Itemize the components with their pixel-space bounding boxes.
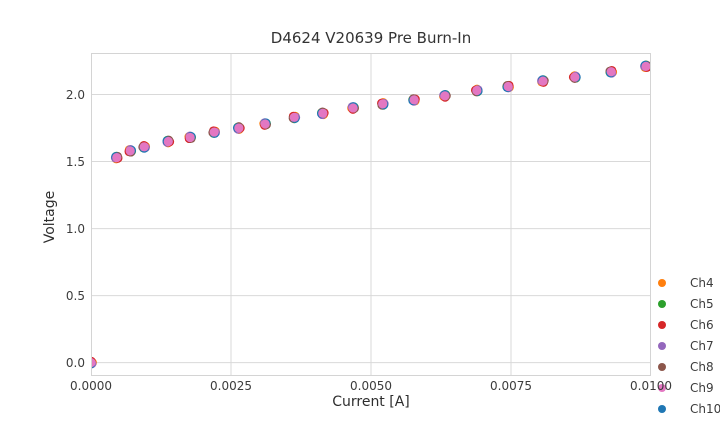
legend-marker-ch5 xyxy=(658,299,666,308)
legend-label: Ch6 xyxy=(690,317,714,332)
legend-marker-ch6 xyxy=(658,320,666,329)
data-point-ch9 xyxy=(472,85,482,96)
legend-label: Ch9 xyxy=(690,380,714,395)
legend-item-ch8: Ch8 xyxy=(652,356,720,377)
legend-marker-ch8 xyxy=(658,362,666,371)
data-point-ch9 xyxy=(112,152,122,163)
data-point-ch9 xyxy=(185,132,195,143)
chart-title: D4624 V20639 Pre Burn-In xyxy=(270,29,472,47)
data-point-ch9 xyxy=(234,123,244,133)
data-point-ch9 xyxy=(538,76,548,86)
data-point-ch9 xyxy=(606,67,616,77)
plot-area: Ch4 Ch5 Ch6 Ch7 Ch8 Ch9 Ch10 xyxy=(91,53,720,416)
y-tick-label: 0.0 xyxy=(65,355,85,370)
legend-item-ch10: Ch10 xyxy=(652,398,720,419)
x-tick-label: 0.0025 xyxy=(210,379,252,393)
data-point-ch9 xyxy=(91,358,96,368)
legend-label: Ch4 xyxy=(690,275,714,290)
x-axis-label: Current [A] xyxy=(332,394,410,410)
data-point-ch9 xyxy=(125,146,135,156)
x-tick-label: 0.0000 xyxy=(70,379,112,393)
legend-label: Ch8 xyxy=(690,359,714,374)
data-point-ch9 xyxy=(318,108,328,118)
y-axis-label: Voltage xyxy=(42,190,58,244)
y-tick-label: 1.0 xyxy=(65,221,85,236)
data-point-ch9 xyxy=(378,99,388,109)
legend-item-ch5: Ch5 xyxy=(652,293,720,314)
legend-item-ch7: Ch7 xyxy=(652,335,720,356)
x-tick-label: 0.0100 xyxy=(630,379,672,393)
data-point-ch9 xyxy=(348,103,358,113)
data-point-ch9 xyxy=(163,136,173,147)
legend-item-ch9: Ch9 xyxy=(652,377,720,398)
data-point-ch9 xyxy=(289,112,299,122)
data-point-ch9 xyxy=(641,61,651,71)
x-tick-label: 0.0050 xyxy=(350,379,392,393)
legend-marker-ch10 xyxy=(658,404,666,413)
y-tick-label: 1.5 xyxy=(65,154,85,169)
legend: Ch4 Ch5 Ch6 Ch7 Ch8 Ch9 Ch10 xyxy=(652,272,720,419)
data-point-ch9 xyxy=(209,127,219,137)
legend-item-ch4: Ch4 xyxy=(652,272,720,293)
legend-label: Ch7 xyxy=(690,338,714,353)
legend-item-ch6: Ch6 xyxy=(652,314,720,335)
data-point-ch9 xyxy=(503,81,513,92)
data-point-ch9 xyxy=(409,95,419,105)
plot-border xyxy=(91,53,651,376)
scatter-plot-canvas xyxy=(91,53,651,376)
legend-marker-ch4 xyxy=(658,278,666,287)
data-point-ch9 xyxy=(570,72,580,82)
y-tick-label: 0.5 xyxy=(65,288,85,303)
data-point-ch9 xyxy=(440,91,450,101)
data-point-ch9 xyxy=(260,119,270,129)
x-tick-label: 0.0075 xyxy=(490,379,532,393)
y-tick-label: 2.0 xyxy=(65,87,85,102)
data-point-ch9 xyxy=(139,142,149,152)
legend-label: Ch5 xyxy=(690,296,714,311)
legend-label: Ch10 xyxy=(690,401,720,416)
legend-marker-ch9 xyxy=(658,383,666,392)
legend-marker-ch7 xyxy=(658,341,666,350)
